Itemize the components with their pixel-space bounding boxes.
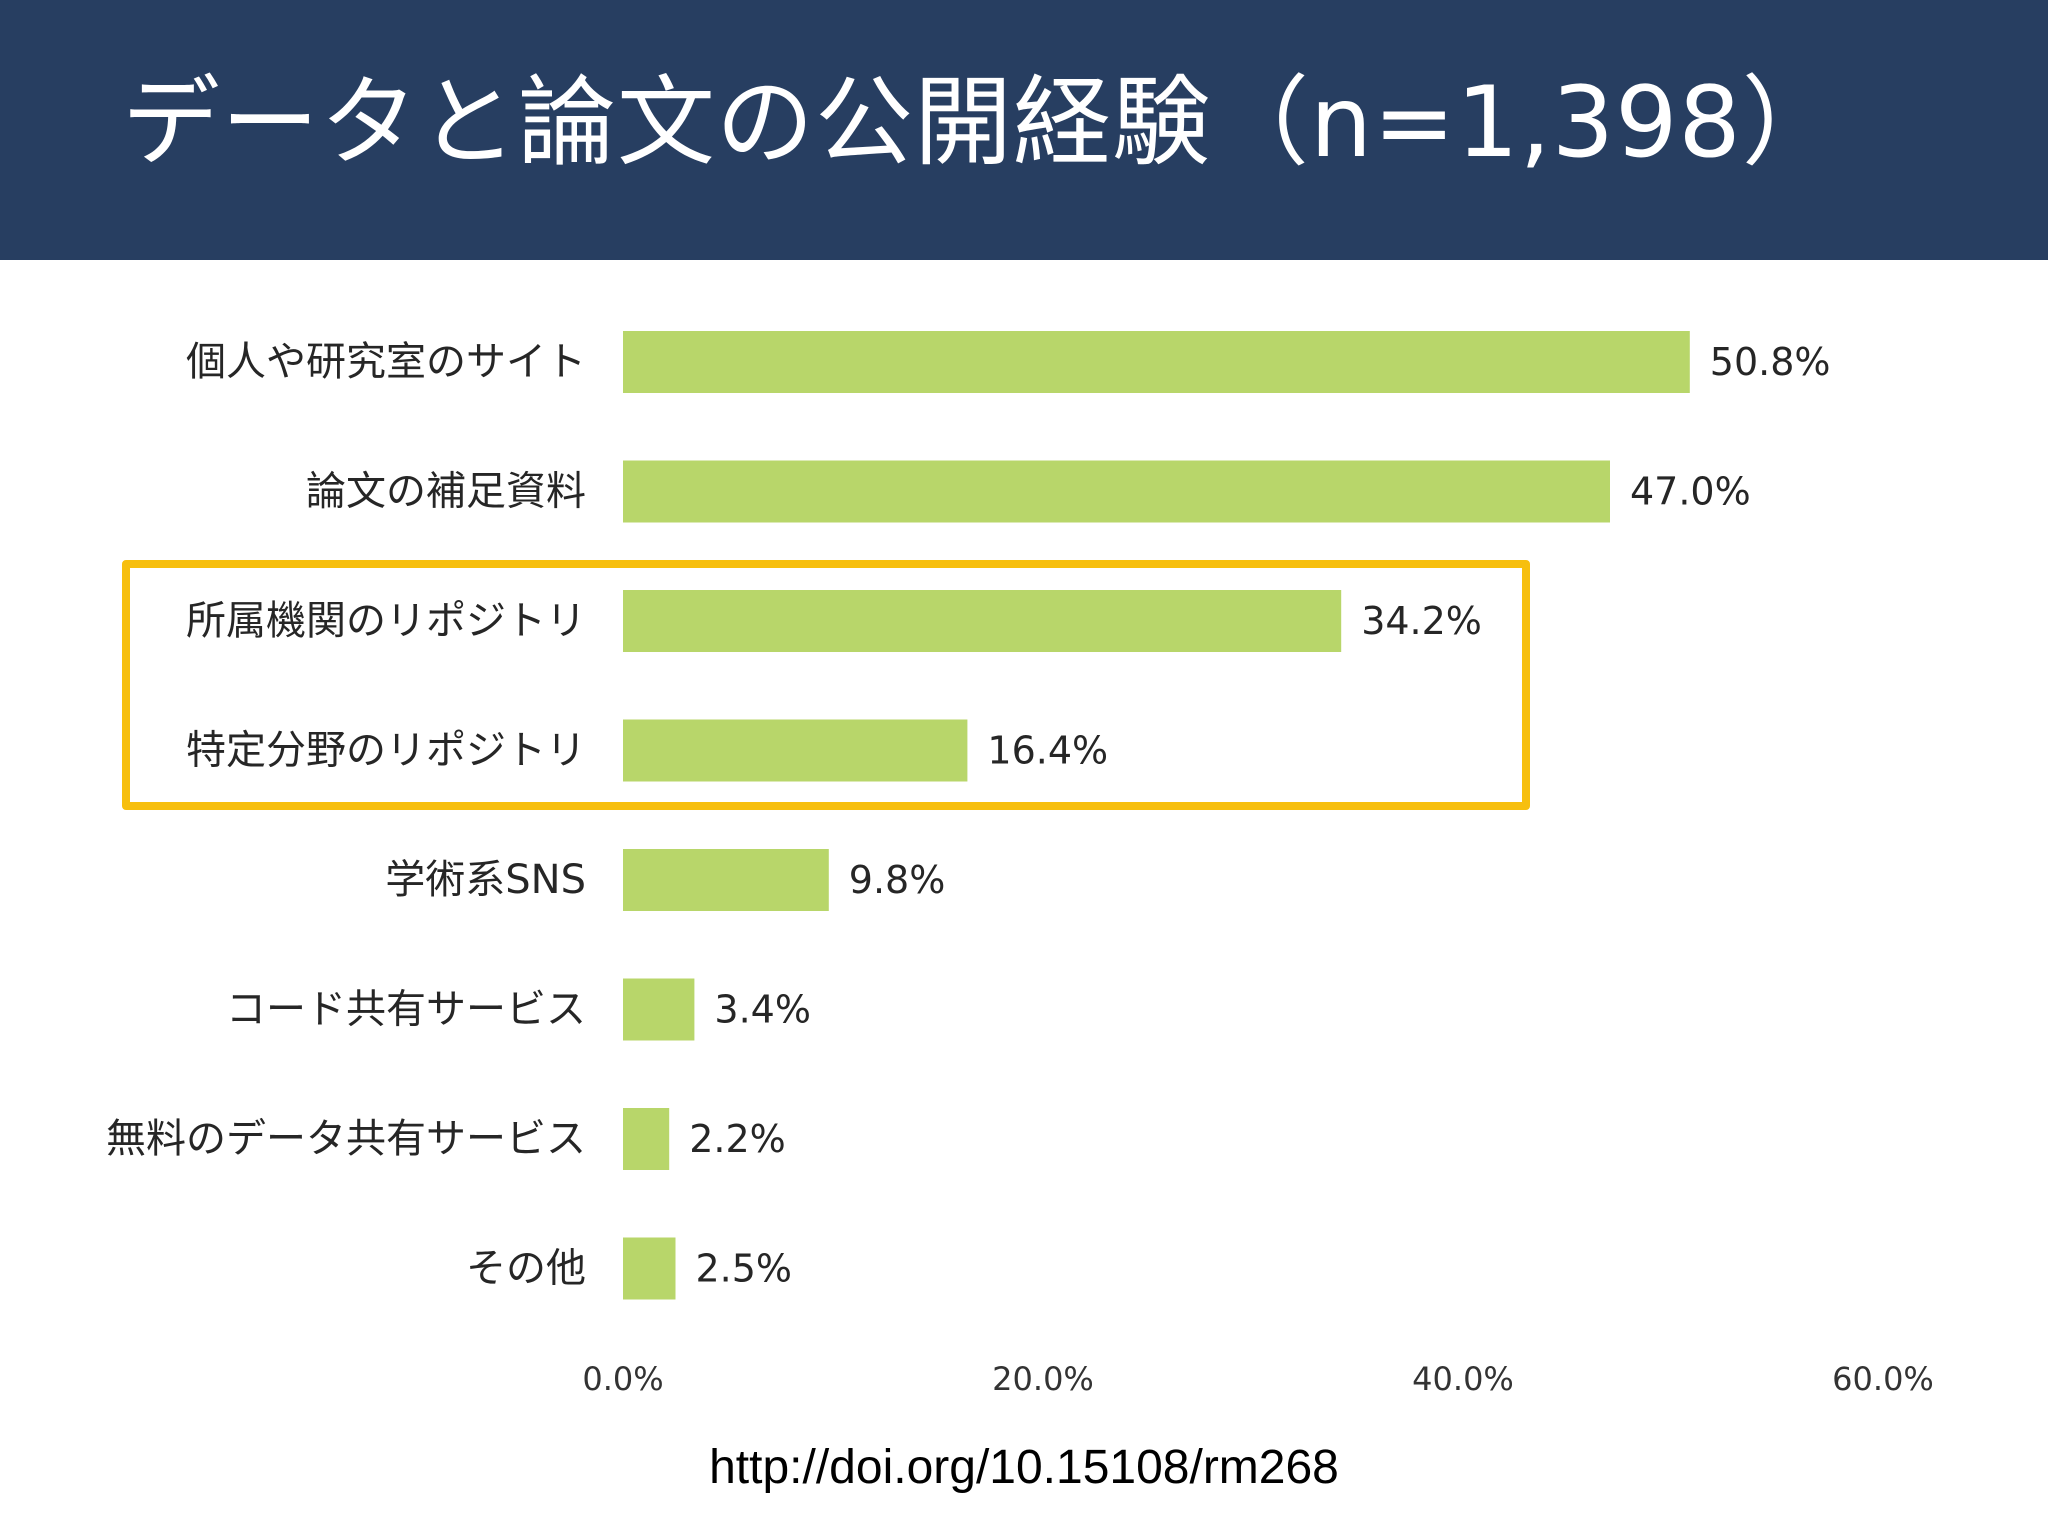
category-label-6: コード共有サービス [226,987,586,1033]
value-label-4: 16.4% [987,729,1108,773]
category-label-4: 特定分野のリポジトリ [186,728,586,774]
value-label-3: 34.2% [1361,599,1482,643]
category-label-7: 無料のデータ共有サービス [106,1116,586,1162]
title-bar: データと論文の公開経験（n=1,398） [0,0,2048,260]
x-axis-ticks: 0.0% 20.0% 40.0% 60.0% [582,1360,1933,1398]
bar-chart: 個人や研究室のサイト論文の補足資料所属機関のリポジトリ特定分野のリポジトリ学術系… [106,331,1934,1398]
x-tick-label-3: 40.0% [1412,1360,1514,1398]
bar-7 [623,1108,670,1170]
bar-8 [623,1237,676,1300]
bar-5 [623,849,829,911]
category-label-5: 学術系SNS [385,857,586,903]
category-label-2: 論文の補足資料 [306,469,586,515]
bar-6 [623,978,695,1041]
category-labels: 個人や研究室のサイト論文の補足資料所属機関のリポジトリ特定分野のリポジトリ学術系… [106,339,586,1292]
bar-1 [623,331,1690,393]
value-label-7: 2.2% [689,1117,786,1161]
value-label-1: 50.8% [1710,340,1831,384]
value-labels: 50.8% 47.0% 34.2% 16.4% 9.8% 3.4% 2.2% 2.5% [689,340,1830,1291]
bars-layer [623,331,1690,1300]
x-tick-label-4: 60.0% [1832,1360,1934,1398]
value-label-5: 9.8% [849,858,946,902]
category-label-1: 個人や研究室のサイト [186,339,586,385]
value-label-6: 3.4% [714,988,811,1032]
category-label-3: 所属機関のリポジトリ [186,598,586,644]
category-label-8: その他 [466,1246,586,1292]
bar-4 [623,719,968,782]
value-label-8: 2.5% [696,1247,793,1291]
slide-title: データと論文の公開経験（n=1,398） [122,66,1841,180]
bar-3 [623,590,1342,652]
source-link[interactable]: http://doi.org/10.15108/rm268 [709,1441,1339,1494]
bar-2 [623,460,1610,523]
value-label-2: 47.0% [1630,470,1751,514]
x-tick-label-1: 0.0% [582,1360,663,1398]
x-tick-label-2: 20.0% [992,1360,1094,1398]
